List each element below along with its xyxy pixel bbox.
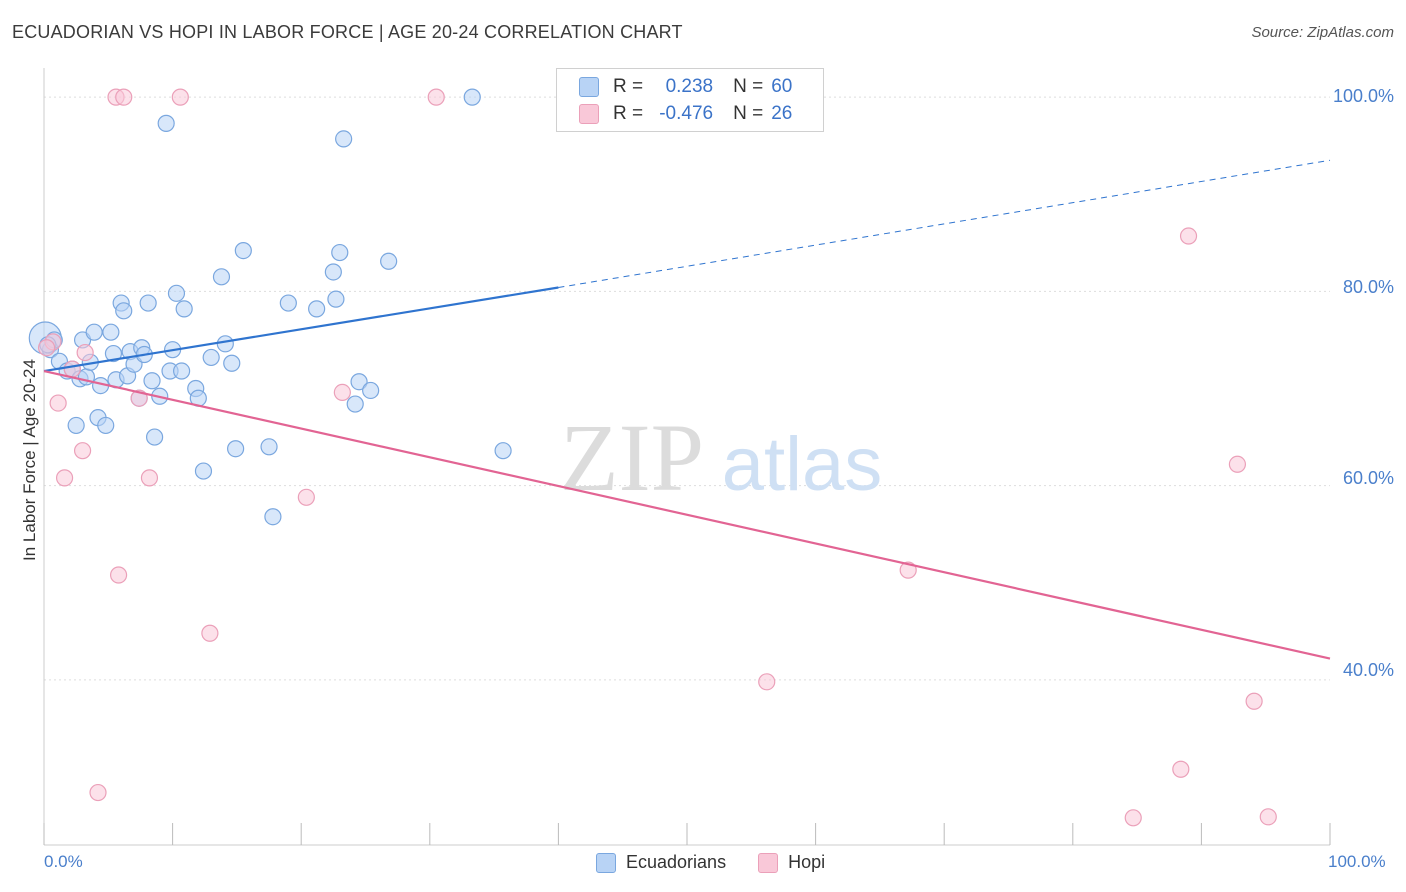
hopi-point[interactable] bbox=[1172, 760, 1190, 778]
hopi-point[interactable] bbox=[333, 383, 351, 401]
watermark: ZIP atlas bbox=[560, 404, 882, 511]
n-value-hopi: 26 bbox=[771, 103, 793, 124]
ecuadorian-point[interactable] bbox=[308, 300, 326, 318]
ecuadorian-point[interactable] bbox=[335, 130, 353, 148]
ecuadorian-point[interactable] bbox=[102, 323, 120, 341]
ecuadorian-point[interactable] bbox=[145, 428, 164, 446]
watermark-atlas: atlas bbox=[722, 422, 883, 507]
ecuadorian-point[interactable] bbox=[346, 395, 364, 413]
ecuadorians-legend-swatch bbox=[596, 852, 616, 873]
r-label: R = bbox=[613, 76, 644, 97]
ecuadorian-point[interactable] bbox=[463, 88, 481, 106]
ecuadorian-point[interactable] bbox=[234, 241, 252, 260]
hopi-point[interactable] bbox=[201, 624, 219, 642]
ecuadorian-point[interactable] bbox=[175, 300, 193, 318]
r-value-ecuadorians: 0.238 bbox=[665, 76, 714, 97]
ecuadorian-point[interactable] bbox=[331, 243, 349, 262]
hopi-point[interactable] bbox=[171, 88, 189, 106]
hopi-point[interactable] bbox=[758, 673, 776, 691]
hopi-point[interactable] bbox=[1259, 808, 1277, 826]
hopi-legend-swatch bbox=[758, 852, 779, 873]
hopi-point[interactable] bbox=[55, 469, 74, 487]
ecuadorian-point[interactable] bbox=[143, 372, 161, 390]
ecuadorian-point[interactable] bbox=[216, 335, 234, 353]
hopi-point[interactable] bbox=[427, 88, 445, 106]
ecuadorian-point[interactable] bbox=[279, 294, 297, 312]
ecuadorian-point[interactable] bbox=[194, 462, 213, 480]
hopi-point[interactable] bbox=[63, 360, 81, 378]
y-tick-60: 60.0% bbox=[1342, 468, 1394, 488]
hopi-point[interactable] bbox=[76, 343, 94, 362]
hopi-trend-line bbox=[43, 369, 1331, 660]
ecuadorian-point[interactable] bbox=[202, 348, 220, 367]
x-tick-max: 100.0% bbox=[1328, 852, 1386, 871]
n-label: N = bbox=[733, 76, 764, 97]
ecuadorian-point[interactable] bbox=[227, 440, 245, 458]
ecuadorian-point[interactable] bbox=[139, 294, 157, 312]
hopi-point[interactable] bbox=[1179, 227, 1198, 245]
ecuadorian-point[interactable] bbox=[324, 263, 342, 281]
stats-row-hopi: R = -0.476 N = 26 bbox=[579, 103, 792, 125]
hopi-point[interactable] bbox=[1228, 455, 1247, 473]
ecuadorian-point[interactable] bbox=[264, 508, 282, 526]
ecuadorian-point[interactable] bbox=[115, 302, 133, 320]
x-tick-min: 0.0% bbox=[44, 852, 83, 871]
ecuadorians-trend-line bbox=[43, 286, 559, 373]
y-tick-80: 80.0% bbox=[1342, 277, 1394, 297]
stats-legend: R = 0.238 N = 60 R = -0.476 N = 26 bbox=[556, 68, 824, 132]
hopi-point[interactable] bbox=[297, 488, 315, 506]
legend-item-hopi[interactable]: Hopi bbox=[758, 852, 825, 873]
hopi-point[interactable] bbox=[109, 566, 128, 584]
y-tick-40: 40.0% bbox=[1342, 660, 1394, 680]
series-legend: Ecuadorians Hopi bbox=[596, 852, 857, 873]
stats-row-ecuadorians: R = 0.238 N = 60 bbox=[579, 76, 792, 98]
hopi-point[interactable] bbox=[140, 469, 159, 487]
ecuadorian-point[interactable] bbox=[173, 362, 191, 380]
ecuadorians-trend-extension bbox=[558, 159, 1331, 288]
source-label: Source: ZipAtlas.com bbox=[1251, 24, 1394, 41]
legend-label-hopi: Hopi bbox=[788, 852, 826, 872]
ecuadorian-point[interactable] bbox=[494, 442, 512, 460]
n-label: N = bbox=[733, 103, 764, 124]
hopi-swatch bbox=[579, 104, 599, 124]
hopi-point[interactable] bbox=[73, 442, 92, 460]
ecuadorian-point[interactable] bbox=[67, 416, 85, 435]
legend-label-ecuadorians: Ecuadorians bbox=[626, 852, 727, 872]
ecuadorian-point[interactable] bbox=[157, 114, 175, 132]
ecuadorian-point[interactable] bbox=[167, 284, 186, 302]
hopi-point[interactable] bbox=[49, 394, 67, 412]
chart-title: ECUADORIAN VS HOPI IN LABOR FORCE | AGE … bbox=[12, 22, 683, 42]
hopi-point[interactable] bbox=[1245, 692, 1263, 710]
hopi-point[interactable] bbox=[115, 88, 133, 106]
hopi-point[interactable] bbox=[89, 783, 107, 802]
ecuadorian-point[interactable] bbox=[380, 252, 398, 270]
ecuadorian-point[interactable] bbox=[362, 381, 380, 400]
ecuadorian-point[interactable] bbox=[260, 438, 278, 456]
hopi-point[interactable] bbox=[37, 339, 56, 357]
y-tick-100: 100.0% bbox=[1332, 86, 1394, 106]
legend-item-ecuadorians[interactable]: Ecuadorians bbox=[596, 852, 726, 873]
ecuadorian-point[interactable] bbox=[350, 373, 368, 391]
watermark-zip: ZIP bbox=[560, 404, 704, 511]
hopi-point[interactable] bbox=[1124, 809, 1142, 827]
r-value-hopi: -0.476 bbox=[659, 103, 714, 124]
ecuadorian-point[interactable] bbox=[212, 268, 231, 286]
ecuadorian-point[interactable] bbox=[85, 323, 103, 341]
ecuadorian-point[interactable] bbox=[223, 354, 241, 372]
ecuadorian-point[interactable] bbox=[97, 416, 115, 435]
r-label: R = bbox=[613, 103, 644, 124]
n-value-ecuadorians: 60 bbox=[771, 76, 793, 97]
ecuadorians-swatch bbox=[579, 77, 599, 97]
ecuadorian-point[interactable] bbox=[104, 344, 123, 363]
ecuadorian-point[interactable] bbox=[327, 290, 345, 308]
